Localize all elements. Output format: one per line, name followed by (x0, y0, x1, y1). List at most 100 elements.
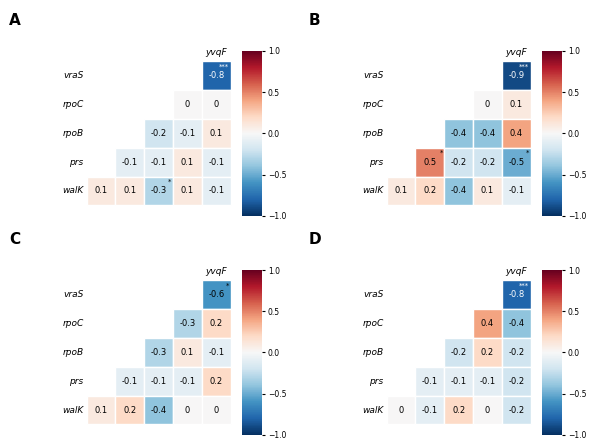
Text: yvqF: yvqF (205, 48, 227, 57)
Text: vraS: vraS (364, 290, 384, 299)
Bar (473, 90, 502, 119)
Text: yvqF: yvqF (505, 48, 527, 57)
Bar (502, 338, 530, 367)
Text: -0.2: -0.2 (479, 158, 496, 167)
Text: -0.2: -0.2 (451, 158, 467, 167)
Bar (173, 338, 202, 367)
Text: -0.4: -0.4 (508, 319, 524, 328)
Text: prs: prs (370, 158, 384, 167)
Bar (415, 148, 444, 177)
Bar (115, 396, 144, 424)
Text: 0.1: 0.1 (123, 186, 136, 195)
Bar (502, 61, 530, 90)
Bar (386, 177, 415, 205)
Text: prs: prs (370, 377, 384, 386)
Bar (144, 367, 173, 396)
Bar (202, 367, 230, 396)
Text: -0.1: -0.1 (451, 377, 467, 386)
Text: 0: 0 (214, 100, 219, 109)
Text: prs: prs (70, 158, 84, 167)
Text: walK: walK (362, 405, 384, 414)
Bar (86, 396, 115, 424)
Text: vraS: vraS (64, 290, 84, 299)
Text: *: * (168, 179, 172, 185)
Text: -0.2: -0.2 (508, 405, 524, 414)
Bar (202, 396, 230, 424)
Text: -0.2: -0.2 (151, 129, 167, 138)
Text: 0.1: 0.1 (209, 129, 223, 138)
Text: prs: prs (70, 377, 84, 386)
Text: -0.1: -0.1 (422, 377, 438, 386)
Text: rpoC: rpoC (62, 100, 84, 109)
Bar (173, 367, 202, 396)
Bar (202, 280, 230, 309)
Text: 0: 0 (485, 405, 490, 414)
Text: 0.2: 0.2 (209, 319, 223, 328)
Bar (144, 396, 173, 424)
Text: 0.2: 0.2 (452, 405, 465, 414)
Text: 0.1: 0.1 (94, 405, 107, 414)
Text: yvqF: yvqF (205, 267, 227, 276)
Bar (444, 177, 473, 205)
Text: *: * (526, 150, 529, 156)
Text: -0.1: -0.1 (122, 158, 138, 167)
Text: 0.1: 0.1 (394, 186, 407, 195)
Bar (444, 396, 473, 424)
Text: rpoC: rpoC (362, 100, 384, 109)
Text: -0.8: -0.8 (508, 290, 524, 299)
Text: *: * (439, 150, 443, 156)
Bar (173, 119, 202, 148)
Text: -0.8: -0.8 (208, 71, 224, 80)
Text: rpoB: rpoB (62, 129, 84, 138)
Bar (202, 90, 230, 119)
Text: -0.1: -0.1 (179, 129, 196, 138)
Bar (173, 177, 202, 205)
Text: -0.1: -0.1 (208, 186, 224, 195)
Text: -0.4: -0.4 (451, 129, 467, 138)
Text: rpoC: rpoC (62, 319, 84, 328)
Text: -0.1: -0.1 (151, 158, 167, 167)
Text: -0.1: -0.1 (179, 377, 196, 386)
Text: *: * (226, 283, 229, 289)
Bar (202, 119, 230, 148)
Text: 0.1: 0.1 (181, 186, 194, 195)
Bar (444, 338, 473, 367)
Bar (473, 177, 502, 205)
Text: 0.1: 0.1 (181, 348, 194, 357)
Text: -0.2: -0.2 (508, 377, 524, 386)
Bar (473, 119, 502, 148)
Bar (202, 61, 230, 90)
Text: 0.2: 0.2 (423, 186, 436, 195)
Text: 0: 0 (485, 100, 490, 109)
Text: 0.4: 0.4 (481, 319, 494, 328)
Text: rpoB: rpoB (362, 348, 384, 357)
Text: 0: 0 (185, 100, 190, 109)
Bar (473, 396, 502, 424)
Text: ***: *** (519, 283, 529, 289)
Bar (144, 177, 173, 205)
Bar (173, 90, 202, 119)
Text: C: C (9, 232, 20, 248)
Bar (202, 338, 230, 367)
Text: -0.1: -0.1 (151, 377, 167, 386)
Text: vraS: vraS (364, 71, 384, 80)
Text: 0.2: 0.2 (209, 377, 223, 386)
Bar (144, 338, 173, 367)
Text: -0.3: -0.3 (179, 319, 196, 328)
Bar (444, 119, 473, 148)
Text: 0.2: 0.2 (481, 348, 494, 357)
Text: rpoB: rpoB (62, 348, 84, 357)
Text: walK: walK (62, 405, 84, 414)
Text: -0.4: -0.4 (451, 186, 467, 195)
Bar (202, 309, 230, 338)
Text: 0: 0 (398, 405, 404, 414)
Text: B: B (309, 13, 320, 29)
Text: 0.2: 0.2 (123, 405, 136, 414)
Bar (502, 396, 530, 424)
Bar (502, 177, 530, 205)
Bar (386, 396, 415, 424)
Bar (444, 148, 473, 177)
Text: 0: 0 (185, 405, 190, 414)
Text: -0.3: -0.3 (151, 186, 167, 195)
Text: rpoC: rpoC (362, 319, 384, 328)
